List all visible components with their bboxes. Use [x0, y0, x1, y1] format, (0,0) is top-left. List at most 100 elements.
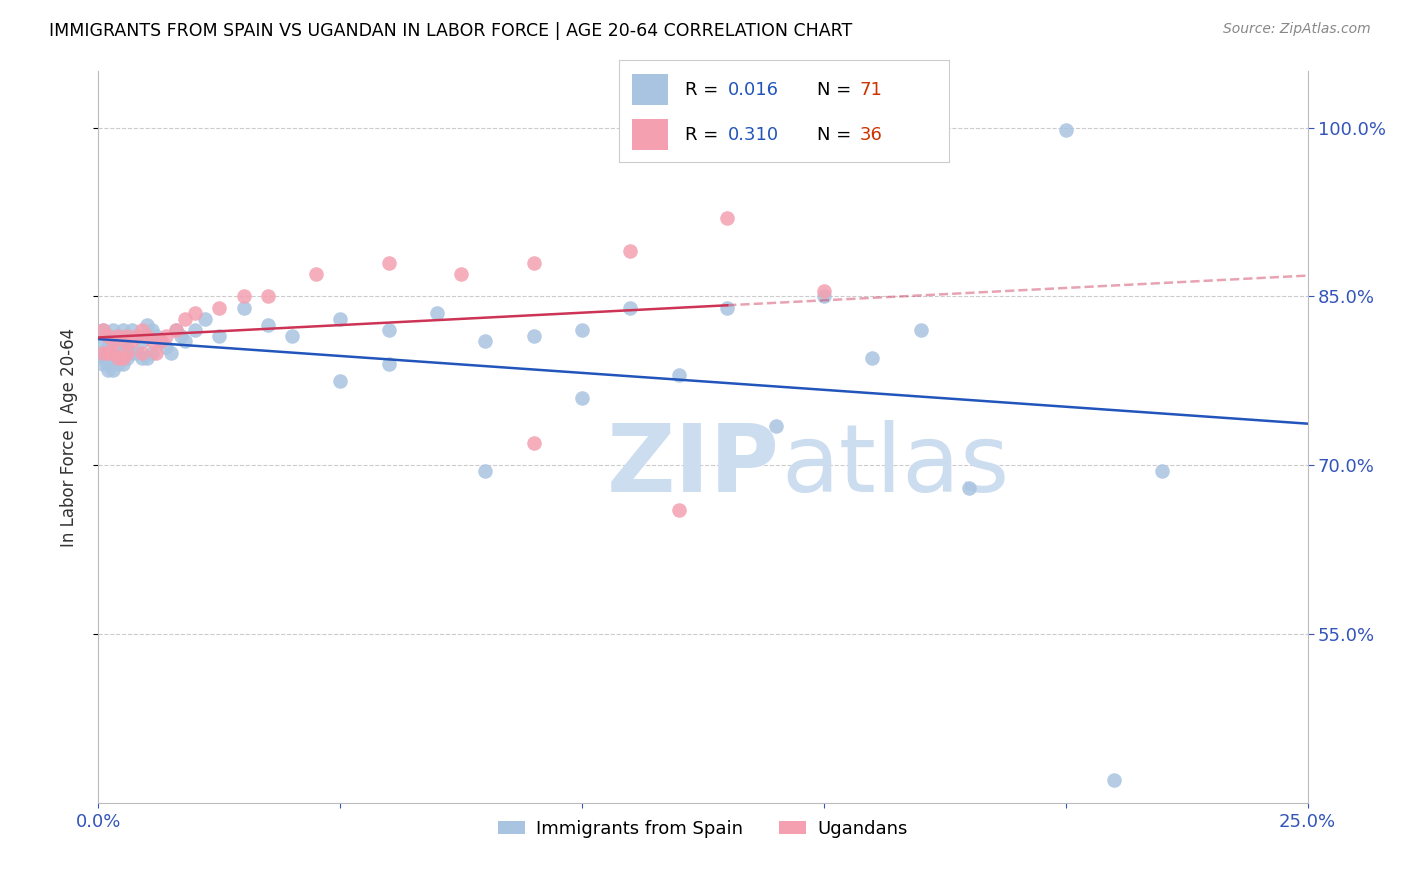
Point [97, 345, 120, 359]
Point [97, 362, 120, 376]
Point [184, 306, 207, 320]
Point [716, 301, 738, 315]
Point [111, 323, 134, 337]
Point [155, 328, 177, 343]
Point [97, 328, 120, 343]
Text: IMMIGRANTS FROM SPAIN VS UGANDAN IN LABOR FORCE | AGE 20-64 CORRELATION CHART: IMMIGRANTS FROM SPAIN VS UGANDAN IN LABO… [49, 22, 852, 40]
Point [281, 328, 304, 343]
Point [169, 328, 191, 343]
Text: N =: N = [817, 126, 856, 144]
Point [107, 328, 129, 343]
Point [474, 464, 496, 478]
Point [474, 334, 496, 349]
Point [101, 334, 124, 349]
Point [131, 345, 153, 359]
Point [141, 334, 163, 349]
Point [232, 289, 254, 303]
Point [131, 334, 153, 349]
Y-axis label: In Labor Force | Age 20-64: In Labor Force | Age 20-64 [59, 327, 77, 547]
Point [111, 351, 134, 366]
Point [155, 340, 177, 354]
Point [813, 289, 835, 303]
Point [91, 334, 114, 349]
Point [127, 328, 149, 343]
Point [256, 318, 278, 332]
Point [619, 244, 641, 259]
Text: 0.016: 0.016 [728, 80, 779, 98]
Point [97, 345, 120, 359]
FancyBboxPatch shape [631, 74, 668, 105]
Point [256, 289, 278, 303]
Point [957, 481, 980, 495]
Point [121, 334, 143, 349]
Point [523, 328, 546, 343]
Point [101, 334, 124, 349]
Text: 71: 71 [860, 80, 883, 98]
Point [111, 345, 134, 359]
Point [117, 328, 139, 343]
Text: R =: R = [685, 126, 724, 144]
Point [910, 323, 932, 337]
Point [101, 351, 124, 366]
Point [107, 340, 129, 354]
Point [619, 301, 641, 315]
Point [668, 503, 690, 517]
Point [208, 301, 231, 315]
Point [1054, 123, 1077, 137]
Point [111, 334, 134, 349]
Text: atlas: atlas [782, 420, 1010, 512]
Point [107, 351, 129, 366]
Point [160, 345, 183, 359]
Point [329, 312, 352, 326]
Point [813, 284, 835, 298]
Point [523, 255, 546, 269]
Point [150, 334, 173, 349]
Point [111, 357, 134, 371]
Point [97, 351, 120, 366]
Point [145, 345, 167, 359]
Point [716, 211, 738, 225]
Point [101, 345, 124, 359]
Text: ZIP: ZIP [606, 420, 779, 512]
Point [97, 328, 120, 343]
Point [174, 334, 197, 349]
Point [329, 374, 352, 388]
Point [377, 323, 399, 337]
Point [91, 357, 114, 371]
Point [426, 306, 449, 320]
Point [571, 323, 593, 337]
Point [523, 435, 546, 450]
Point [127, 345, 149, 359]
Point [165, 323, 187, 337]
Point [117, 345, 139, 359]
Point [377, 255, 399, 269]
Text: R =: R = [685, 80, 724, 98]
Point [97, 357, 120, 371]
Point [571, 391, 593, 405]
Legend: Immigrants from Spain, Ugandans: Immigrants from Spain, Ugandans [491, 813, 915, 845]
Point [860, 351, 883, 366]
Point [141, 323, 163, 337]
Point [135, 318, 157, 332]
Point [141, 345, 163, 359]
Point [165, 323, 187, 337]
Point [117, 351, 139, 366]
Point [765, 418, 787, 433]
Point [1152, 464, 1174, 478]
Point [174, 312, 197, 326]
Point [121, 345, 143, 359]
Point [377, 357, 399, 371]
Point [145, 328, 167, 343]
Point [107, 357, 129, 371]
Point [91, 323, 114, 337]
Point [111, 334, 134, 349]
Point [117, 340, 139, 354]
Point [450, 267, 472, 281]
Text: 36: 36 [860, 126, 883, 144]
Point [127, 328, 149, 343]
Point [184, 323, 207, 337]
Point [91, 345, 114, 359]
Point [107, 328, 129, 343]
Point [121, 323, 143, 337]
Point [101, 345, 124, 359]
